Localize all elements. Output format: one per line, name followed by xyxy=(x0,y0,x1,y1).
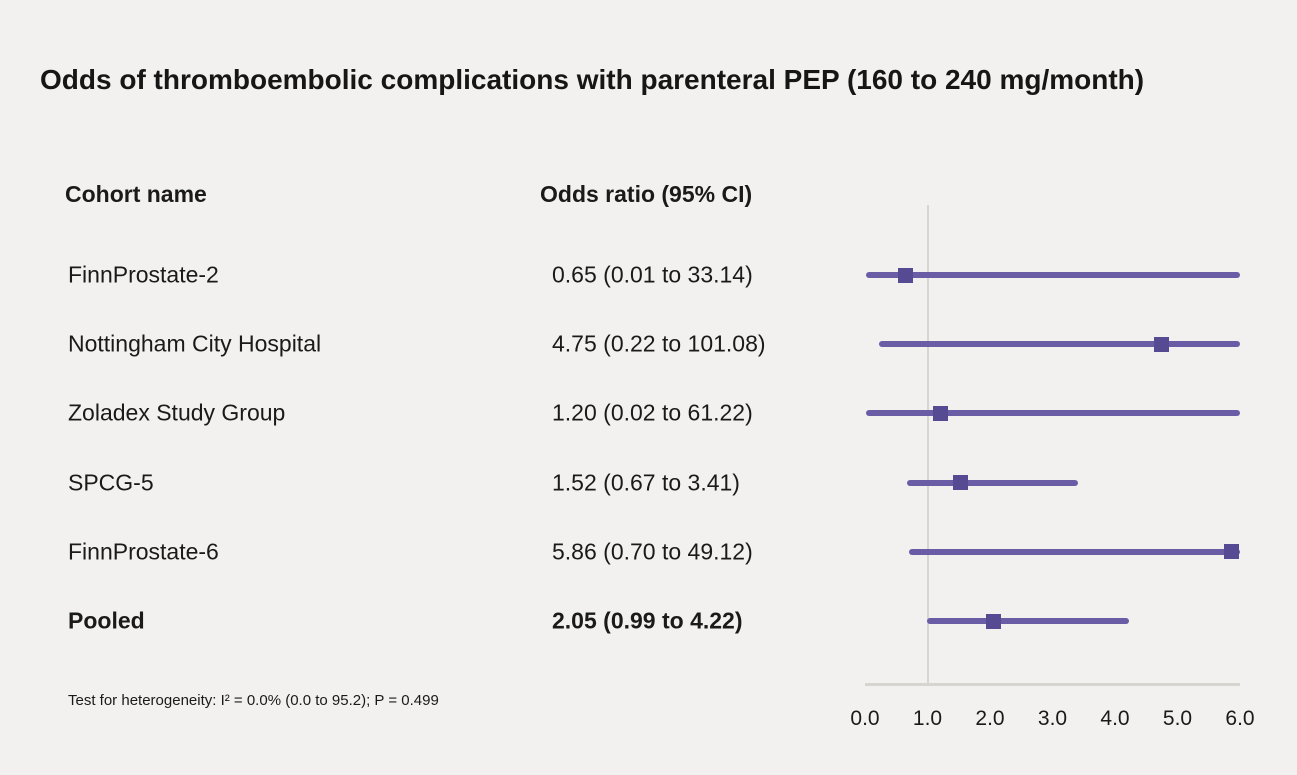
cohort-name: SPCG-5 xyxy=(68,469,154,496)
x-axis-tick-label: 6.0 xyxy=(1225,707,1255,730)
odds-ratio-marker xyxy=(985,613,1001,629)
odds-ratio-text: 1.20 (0.02 to 61.22) xyxy=(552,399,753,426)
odds-ratio-marker xyxy=(952,475,968,491)
reference-line xyxy=(926,205,929,685)
x-axis-tick-label: 1.0 xyxy=(912,707,943,730)
chart-title: Odds of thromboembolic complications wit… xyxy=(40,64,1145,95)
x-axis-tick-label: 4.0 xyxy=(1100,707,1130,730)
odds-ratio-text: 0.65 (0.01 to 33.14) xyxy=(552,261,753,288)
confidence-interval-line xyxy=(865,272,1240,278)
cohort-name: Pooled xyxy=(68,607,145,634)
confidence-interval-line xyxy=(878,341,1240,348)
cohort-name: FinnProstate-6 xyxy=(68,538,219,565)
odds-ratio-marker xyxy=(932,405,948,421)
confidence-interval-line xyxy=(908,548,1240,555)
confidence-interval-line xyxy=(866,410,1240,417)
x-axis-tick-label: 3.0 xyxy=(1037,707,1068,730)
odds-ratio-marker xyxy=(898,267,914,283)
odds-ratio-text: 2.05 (0.99 to 4.22) xyxy=(552,607,743,634)
odds-ratio-marker xyxy=(1223,544,1239,560)
x-axis-line xyxy=(865,683,1240,686)
odds-ratio-text: 4.75 (0.22 to 101.08) xyxy=(552,330,766,357)
confidence-interval-line xyxy=(906,479,1079,486)
heterogeneity-note: Test for heterogeneity: I² = 0.0% (0.0 t… xyxy=(68,692,439,709)
cohort-name: Zoladex Study Group xyxy=(68,399,286,426)
x-axis-tick-label: 0.0 xyxy=(850,707,880,730)
cohort-name: Nottingham City Hospital xyxy=(68,330,322,357)
confidence-interval-line xyxy=(926,618,1129,624)
x-axis-tick-label: 5.0 xyxy=(1162,707,1193,730)
odds-ratio-marker xyxy=(1154,336,1170,352)
column-header-cohort: Cohort name xyxy=(65,181,207,207)
x-axis-tick-label: 2.0 xyxy=(975,707,1005,730)
column-header-odds-ratio: Odds ratio (95% CI) xyxy=(540,181,753,207)
cohort-name: FinnProstate-2 xyxy=(68,261,219,288)
odds-ratio-text: 5.86 (0.70 to 49.12) xyxy=(552,538,753,565)
odds-ratio-text: 1.52 (0.67 to 3.41) xyxy=(552,469,740,496)
